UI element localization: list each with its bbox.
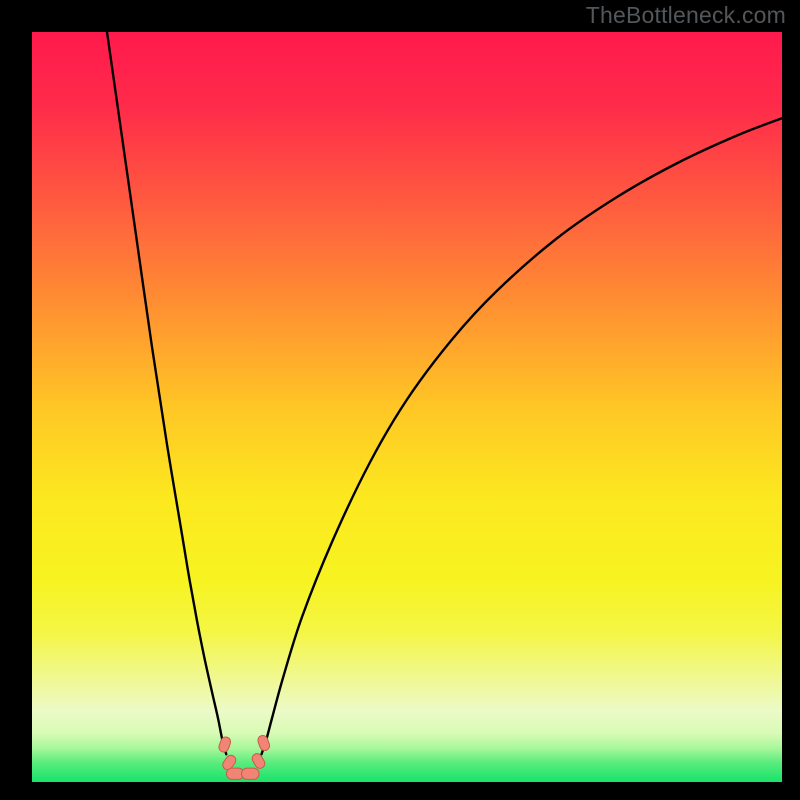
- watermark-text: TheBottleneck.com: [586, 2, 786, 29]
- bottleneck-curve-chart: [32, 32, 782, 782]
- plot-area: [32, 32, 782, 782]
- frame-bottom: [0, 782, 800, 800]
- frame-left: [0, 0, 32, 800]
- gradient-background: [32, 32, 782, 782]
- marker-pill: [241, 768, 259, 779]
- frame-right: [782, 0, 800, 800]
